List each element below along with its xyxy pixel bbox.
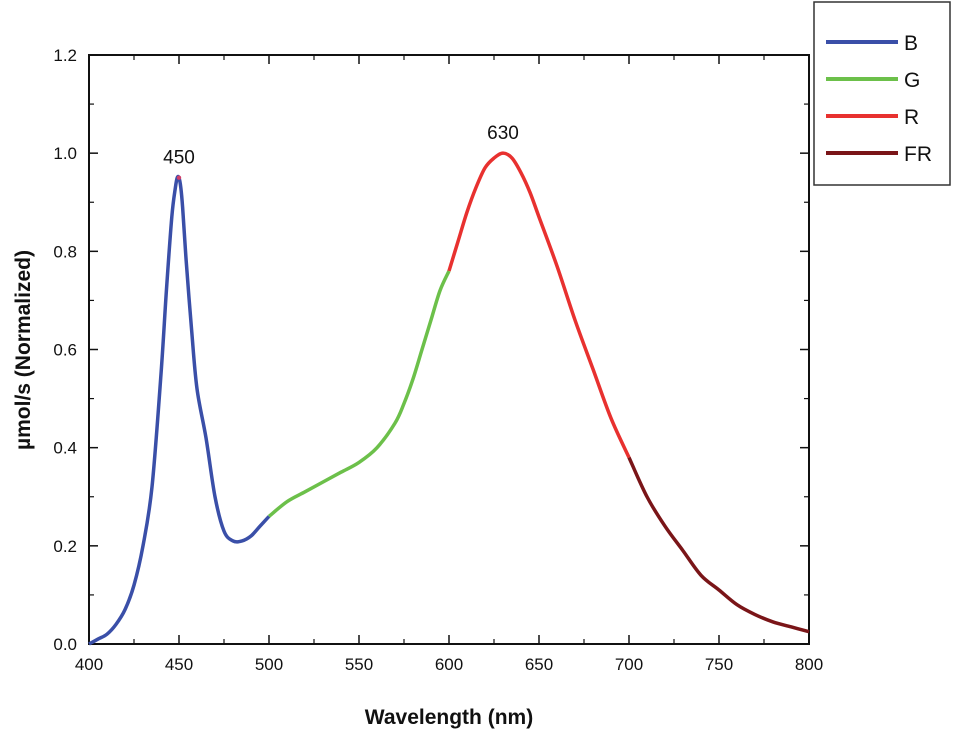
x-tick-label: 750 bbox=[705, 655, 733, 674]
y-tick-label: 0.0 bbox=[53, 635, 77, 654]
x-axis: 400 450 500 550 600 650 700 750 800 bbox=[75, 55, 823, 674]
series-g-line bbox=[267, 270, 451, 518]
y-tick-label: 1.2 bbox=[53, 46, 77, 65]
y-axis-title: µmol/s (Normalized) bbox=[12, 250, 35, 450]
x-tick-label: 700 bbox=[615, 655, 643, 674]
legend-label-r: R bbox=[904, 106, 919, 129]
x-axis-title: Wavelength (nm) bbox=[365, 706, 533, 729]
y-tick-label: 0.8 bbox=[53, 242, 77, 261]
y-tick-label: 1.0 bbox=[53, 144, 77, 163]
y-tick-label: 0.2 bbox=[53, 537, 77, 556]
y-tick-label: 0.6 bbox=[53, 341, 77, 360]
peak-label: 630 bbox=[487, 123, 519, 144]
x-tick-label: 450 bbox=[165, 655, 193, 674]
legend-label-b: B bbox=[904, 32, 918, 55]
legend: BGR FR bbox=[813, 1, 951, 186]
annotation-layer: 450 630 bbox=[163, 123, 519, 180]
peak-label: 450 bbox=[163, 148, 195, 169]
series-fr-line bbox=[627, 456, 810, 634]
legend-label-g: G bbox=[904, 69, 920, 92]
legend-label-fr: FR bbox=[904, 143, 932, 166]
x-tick-label: 500 bbox=[255, 655, 283, 674]
x-tick-label: 800 bbox=[795, 655, 823, 674]
x-tick-label: 600 bbox=[435, 655, 463, 674]
x-tick-label: 400 bbox=[75, 655, 103, 674]
x-tick-label: 550 bbox=[345, 655, 373, 674]
x-tick-label: 650 bbox=[525, 655, 553, 674]
series-r-line bbox=[447, 151, 631, 459]
peak-marker bbox=[176, 175, 182, 180]
y-axis: 0.0 0.2 0.4 0.6 0.8 1.0 1.2 bbox=[53, 46, 809, 654]
y-tick-label: 0.4 bbox=[53, 439, 77, 458]
plot-area bbox=[88, 54, 810, 645]
